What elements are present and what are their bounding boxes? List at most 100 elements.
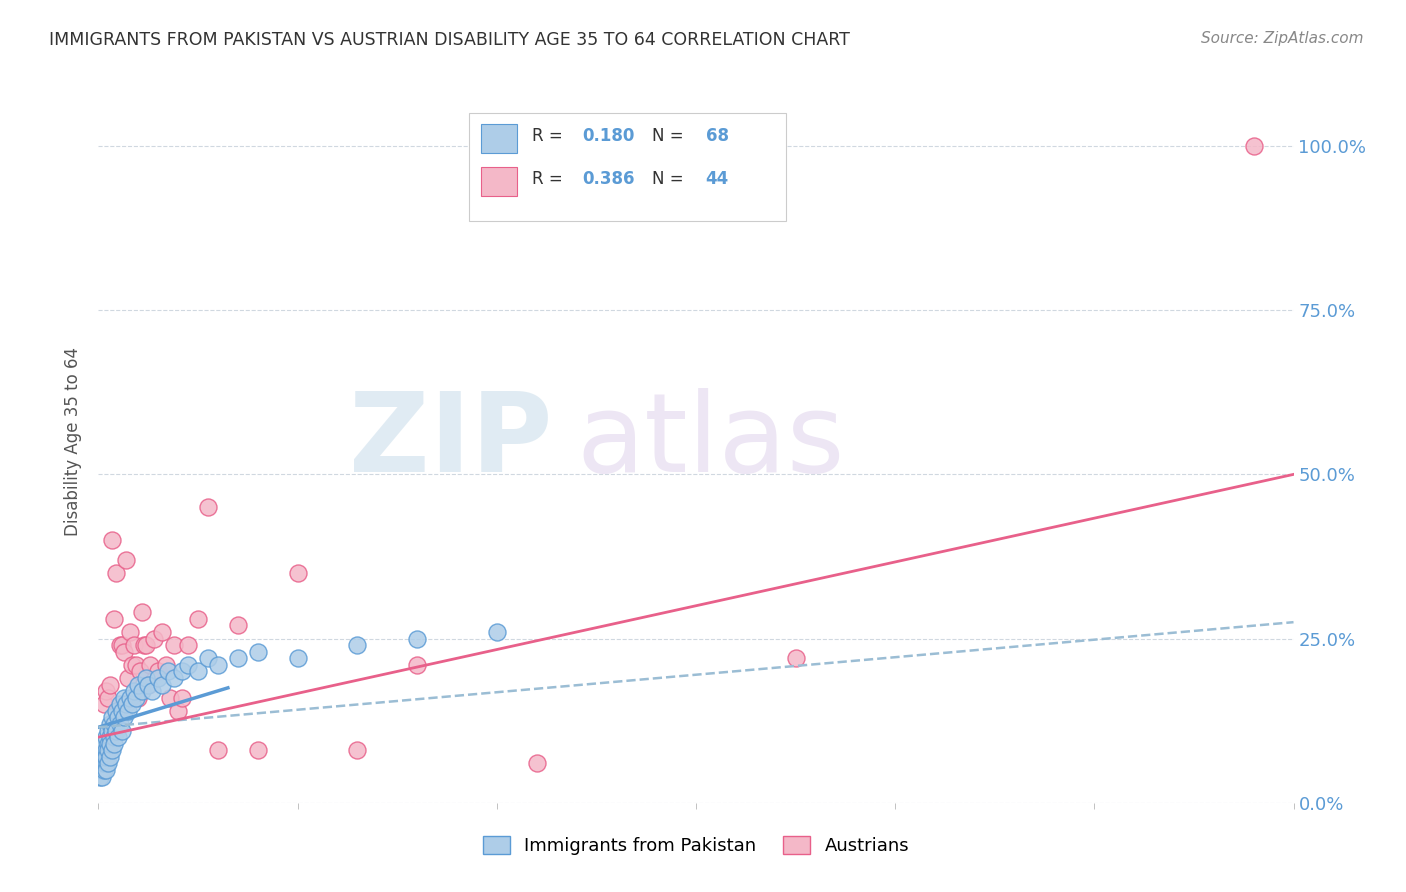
Point xyxy=(141,684,163,698)
Point xyxy=(107,730,129,744)
Point xyxy=(97,690,120,705)
Point xyxy=(197,500,219,515)
Point xyxy=(103,730,125,744)
Point xyxy=(129,665,152,679)
Point xyxy=(207,657,229,672)
Point xyxy=(157,665,180,679)
Point xyxy=(120,625,142,640)
Point xyxy=(105,704,128,718)
Point xyxy=(485,625,508,640)
Point xyxy=(96,743,118,757)
Point xyxy=(110,638,132,652)
Point xyxy=(97,756,120,771)
Point xyxy=(346,638,368,652)
Point xyxy=(93,763,115,777)
Point xyxy=(120,690,142,705)
Y-axis label: Disability Age 35 to 64: Disability Age 35 to 64 xyxy=(65,347,83,536)
Point xyxy=(134,638,156,652)
Point xyxy=(101,710,124,724)
Point xyxy=(125,690,148,705)
Point xyxy=(91,743,114,757)
Point xyxy=(148,665,170,679)
Point xyxy=(98,749,122,764)
Point xyxy=(91,749,114,764)
Point xyxy=(246,743,269,757)
Point xyxy=(107,710,129,724)
Point xyxy=(115,553,138,567)
Point xyxy=(91,770,114,784)
Text: 0.180: 0.180 xyxy=(582,127,636,145)
Point xyxy=(98,737,122,751)
Text: R =: R = xyxy=(533,127,568,145)
Point xyxy=(125,657,148,672)
Point xyxy=(97,743,120,757)
Text: R =: R = xyxy=(533,170,568,188)
Point xyxy=(105,723,128,738)
Point xyxy=(98,717,122,731)
Point xyxy=(110,717,132,731)
Point xyxy=(526,756,548,771)
Point xyxy=(246,645,269,659)
Point xyxy=(197,651,219,665)
Point xyxy=(121,698,143,712)
Text: ZIP: ZIP xyxy=(349,388,553,495)
Point xyxy=(406,657,429,672)
Point xyxy=(150,625,173,640)
Point xyxy=(163,638,186,652)
Point xyxy=(103,737,125,751)
Point xyxy=(124,638,146,652)
Point xyxy=(111,704,134,718)
Point xyxy=(1243,139,1265,153)
Text: IMMIGRANTS FROM PAKISTAN VS AUSTRIAN DISABILITY AGE 35 TO 64 CORRELATION CHART: IMMIGRANTS FROM PAKISTAN VS AUSTRIAN DIS… xyxy=(49,31,851,49)
Point xyxy=(89,770,111,784)
Point xyxy=(89,756,111,771)
Point xyxy=(135,671,157,685)
Point xyxy=(93,756,115,771)
Point xyxy=(96,763,118,777)
Point xyxy=(98,677,122,691)
Point xyxy=(177,638,200,652)
Point xyxy=(150,677,173,691)
Point xyxy=(117,704,139,718)
Point xyxy=(115,698,138,712)
Point xyxy=(287,651,309,665)
Point xyxy=(117,671,139,685)
Point xyxy=(103,612,125,626)
Point xyxy=(127,690,149,705)
Text: 68: 68 xyxy=(706,127,728,145)
Point xyxy=(96,756,118,771)
Bar xyxy=(470,112,786,221)
Point xyxy=(112,645,135,659)
Point xyxy=(172,665,194,679)
Point xyxy=(93,749,115,764)
Point xyxy=(110,698,132,712)
Bar xyxy=(481,167,517,196)
Point xyxy=(136,677,159,691)
Point xyxy=(98,730,122,744)
Point xyxy=(112,690,135,705)
Point xyxy=(207,743,229,757)
Point xyxy=(785,651,807,665)
Text: 0.386: 0.386 xyxy=(582,170,636,188)
Point xyxy=(226,651,249,665)
Point xyxy=(148,671,170,685)
Point xyxy=(121,657,143,672)
Point xyxy=(93,737,115,751)
Text: 44: 44 xyxy=(706,170,728,188)
Point xyxy=(143,632,166,646)
Point xyxy=(93,749,115,764)
Point xyxy=(101,723,124,738)
Point xyxy=(124,684,146,698)
Point xyxy=(131,605,153,619)
Point xyxy=(287,566,309,580)
Bar xyxy=(481,124,517,153)
Point xyxy=(89,763,111,777)
Text: N =: N = xyxy=(652,127,689,145)
Point xyxy=(91,763,114,777)
Text: N =: N = xyxy=(652,170,689,188)
Point xyxy=(101,533,124,547)
Point xyxy=(112,710,135,724)
Point xyxy=(135,638,157,652)
Text: Source: ZipAtlas.com: Source: ZipAtlas.com xyxy=(1201,31,1364,46)
Point xyxy=(406,632,429,646)
